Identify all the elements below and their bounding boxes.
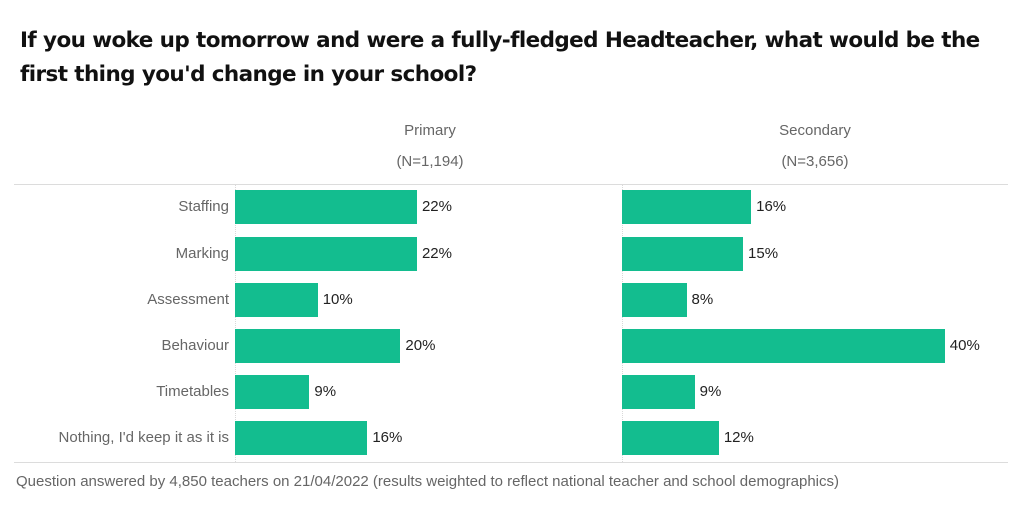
- value-label-primary: 22%: [421, 198, 452, 215]
- bar-secondary: [622, 237, 744, 271]
- footnote: Question answered by 4,850 teachers on 2…: [16, 473, 840, 490]
- value-label-primary: 16%: [372, 429, 403, 446]
- panel-n: (N=3,656): [781, 153, 849, 170]
- bar-secondary: [622, 375, 695, 409]
- category-label: Staffing: [178, 198, 229, 215]
- category-label: Behaviour: [161, 337, 229, 354]
- panel-header-secondary: Secondary (N=3,656): [715, 122, 915, 170]
- value-label-secondary: 40%: [949, 337, 980, 354]
- bar-secondary: [622, 283, 687, 317]
- bar-primary: [235, 375, 310, 409]
- secondary-axis: [622, 185, 623, 462]
- category-label: Timetables: [156, 383, 229, 400]
- value-label-primary: 9%: [314, 383, 337, 400]
- bar-primary: [235, 329, 401, 363]
- bottom-divider: [14, 462, 1008, 463]
- bar-secondary: [622, 190, 752, 224]
- value-label-primary: 10%: [322, 291, 353, 308]
- bar-primary: [235, 237, 417, 271]
- bar-primary: [235, 283, 318, 317]
- value-label-secondary: 16%: [756, 198, 787, 215]
- value-label-secondary: 15%: [748, 245, 779, 262]
- value-label-primary: 20%: [405, 337, 436, 354]
- category-label: Assessment: [147, 291, 229, 308]
- value-label-secondary: 8%: [691, 291, 714, 308]
- top-divider: [14, 184, 1008, 185]
- chart-title: If you woke up tomorrow and were a fully…: [20, 28, 980, 87]
- bar-primary: [235, 421, 368, 455]
- bar-secondary: [622, 329, 945, 363]
- primary-axis: [235, 185, 236, 462]
- panel-name: Primary: [404, 122, 456, 139]
- panel-header-primary: Primary (N=1,194): [330, 122, 530, 170]
- panel-name: Secondary: [779, 122, 851, 139]
- value-label-secondary: 12%: [723, 429, 754, 446]
- bar-secondary: [622, 421, 719, 455]
- value-label-primary: 22%: [421, 245, 452, 262]
- panel-n: (N=1,194): [396, 153, 464, 170]
- category-label: Nothing, I'd keep it as it is: [58, 429, 229, 446]
- bar-primary: [235, 190, 417, 224]
- value-label-secondary: 9%: [699, 383, 722, 400]
- category-label: Marking: [175, 245, 229, 262]
